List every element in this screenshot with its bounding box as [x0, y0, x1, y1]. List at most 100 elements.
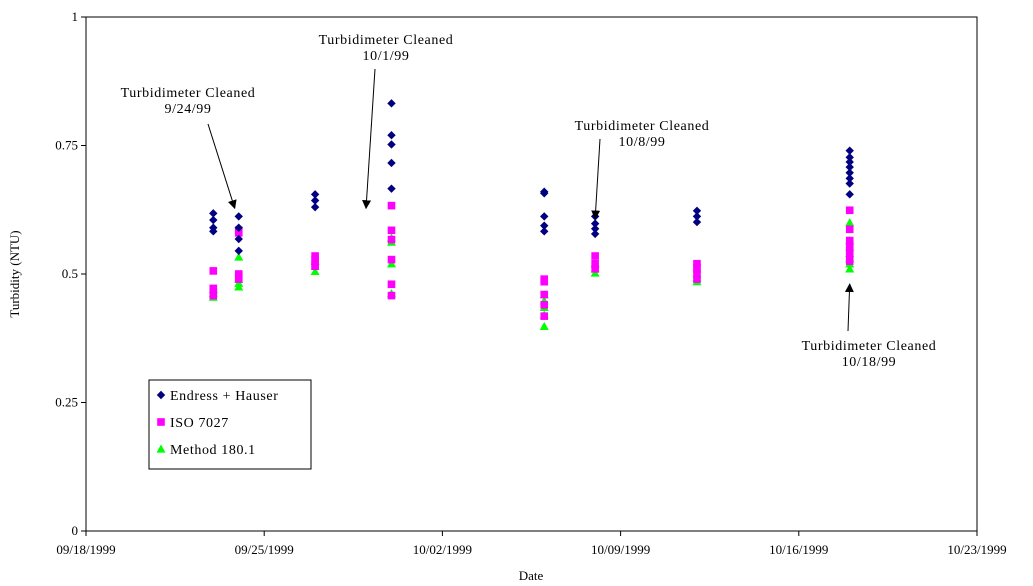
iso-7027-point	[845, 206, 854, 215]
endress-hauser-point	[845, 157, 854, 167]
annotation-text: Turbidimeter Cleaned	[802, 339, 937, 354]
y-tick-label: 0	[72, 523, 79, 538]
endress-hauser-point	[540, 189, 549, 198]
endress-hauser-point	[845, 162, 854, 172]
annotation-text: 10/18/99	[842, 355, 897, 370]
endress-hauser-point	[590, 219, 600, 228]
iso-7027-point	[845, 252, 854, 260]
iso-7027-point	[845, 257, 854, 265]
iso-7027-point	[387, 226, 396, 235]
iso-7027-point	[845, 225, 854, 234]
endress-hauser-point	[209, 227, 218, 236]
legend-triangle-marker	[156, 444, 166, 453]
iso-7027-point	[693, 269, 701, 277]
iso-7027-point	[387, 291, 396, 300]
iso-7027-point	[387, 235, 396, 244]
method-180-1-point	[845, 218, 855, 227]
endress-hauser-point	[387, 158, 396, 168]
series-square	[209, 201, 854, 320]
annotation-text: Turbidimeter Cleaned	[319, 33, 454, 48]
legend-label: ISO 7027	[170, 416, 229, 431]
x-tick-label: 09/25/1999	[235, 542, 294, 557]
iso-7027-point	[387, 280, 396, 289]
annotation-arrow	[362, 68, 376, 210]
endress-hauser-point	[387, 131, 396, 140]
endress-hauser-point	[234, 212, 243, 221]
iso-7027-point	[209, 267, 218, 275]
y-tick-label: 0.75	[55, 138, 78, 153]
iso-7027-point	[311, 255, 319, 264]
annotation-arrow	[844, 283, 854, 332]
endress-hauser-point	[845, 190, 854, 199]
iso-7027-point	[540, 277, 549, 286]
iso-7027-point	[387, 201, 396, 210]
y-tick-label: 1	[72, 9, 79, 24]
endress-hauser-point	[845, 146, 854, 155]
legend-label: Method 180.1	[170, 443, 256, 458]
iso-7027-point	[234, 229, 243, 237]
iso-7027-point	[540, 290, 549, 299]
endress-hauser-point	[540, 221, 549, 230]
legend-box	[148, 379, 312, 470]
legend-label: Endress + Hauser	[170, 389, 278, 404]
y-tick-label: 0.25	[55, 395, 78, 410]
legend-item: Endress + Hauser	[156, 389, 278, 404]
endress-hauser-point	[540, 227, 549, 236]
endress-hauser-point	[310, 190, 320, 199]
endress-hauser-point	[845, 153, 854, 162]
endress-hauser-point	[209, 209, 218, 218]
iso-7027-point	[209, 291, 218, 300]
annotation-arrow	[207, 123, 237, 210]
method-180-1-point	[539, 321, 549, 331]
method-180-1-point	[845, 264, 855, 273]
iso-7027-point	[234, 275, 243, 283]
endress-hauser-point	[590, 224, 600, 233]
annotation-text: 9/24/99	[165, 102, 212, 117]
endress-hauser-point	[540, 212, 549, 221]
endress-hauser-point	[234, 223, 243, 232]
annotation-text: Turbidimeter Cleaned	[121, 86, 256, 101]
iso-7027-point	[591, 265, 599, 273]
endress-hauser-point	[387, 99, 396, 108]
endress-hauser-point	[845, 168, 854, 177]
endress-hauser-point	[845, 179, 854, 188]
annotation-text: 10/1/99	[363, 49, 410, 64]
method-180-1-point	[234, 282, 244, 291]
x-tick-label: 10/16/1999	[769, 542, 828, 557]
iso-7027-point	[311, 262, 319, 271]
endress-hauser-point	[310, 202, 320, 212]
iso-7027-point	[693, 259, 701, 268]
iso-7027-point	[693, 264, 701, 272]
y-tick-label: 0.5	[62, 266, 78, 281]
endress-hauser-point	[209, 215, 218, 225]
iso-7027-point	[540, 301, 549, 309]
iso-7027-point	[591, 252, 599, 260]
legend-item: ISO 7027	[157, 416, 229, 431]
endress-hauser-point	[590, 229, 600, 239]
iso-7027-point	[540, 312, 549, 320]
legend-square-marker	[157, 418, 165, 426]
annotation-arrow	[591, 138, 601, 220]
legend-item: Method 180.1	[156, 443, 256, 458]
iso-7027-point	[591, 259, 599, 268]
data-points	[208, 99, 855, 331]
endress-hauser-point	[692, 217, 702, 227]
x-tick-label: 10/02/1999	[413, 542, 472, 557]
method-180-1-point	[234, 252, 244, 261]
x-axis-title: Date	[519, 568, 544, 583]
endress-hauser-point	[845, 174, 854, 183]
y-axis-title: Turbidity (NTU)	[7, 230, 22, 317]
x-tick-label: 10/09/1999	[591, 542, 650, 557]
x-axis: 09/18/1999 09/25/1999 10/02/1999 10/09/1999…	[56, 531, 1007, 557]
iso-7027-point	[845, 247, 854, 255]
iso-7027-point	[693, 275, 701, 283]
endress-hauser-point	[387, 184, 396, 193]
iso-7027-point	[845, 236, 854, 245]
x-tick-label: 10/23/1999	[947, 542, 1006, 557]
endress-hauser-point	[234, 234, 243, 244]
